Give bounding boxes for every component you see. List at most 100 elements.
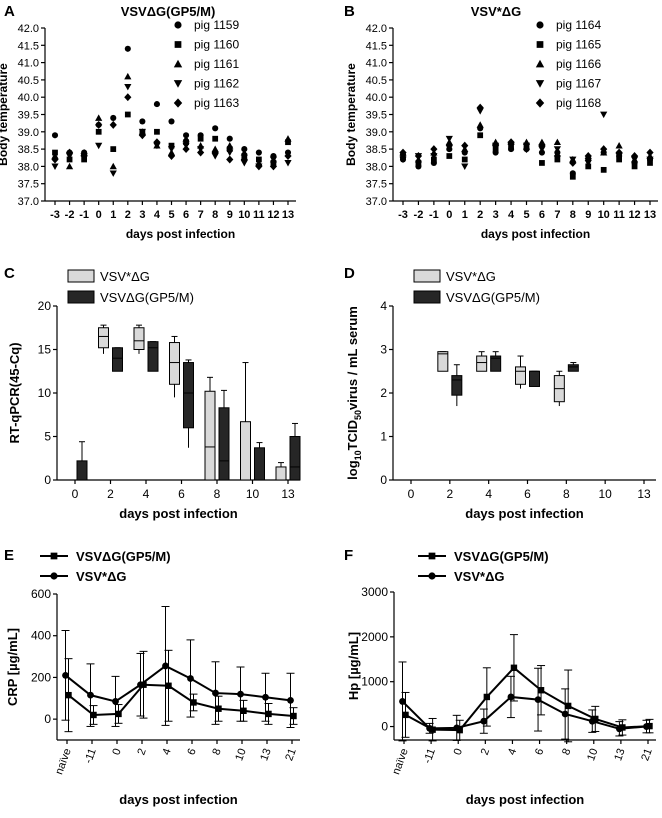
x-tick-label: 4: [160, 747, 173, 757]
x-tick-label: 8: [212, 209, 218, 221]
data-point: [255, 149, 262, 156]
data-point: [461, 163, 469, 170]
data-point: [476, 121, 484, 128]
data-point: [265, 710, 272, 718]
data-point: [90, 711, 97, 719]
x-tick-label: 10: [233, 747, 248, 763]
x-tick-label: 0: [72, 487, 79, 501]
x-tick-label: 2: [135, 747, 148, 757]
data-point: [226, 146, 233, 152]
data-point: [183, 139, 189, 146]
data-point: [269, 162, 278, 171]
y-tick-label: 39.5: [366, 110, 387, 122]
data-point: [290, 712, 297, 720]
y-tick-label: 41.5: [366, 40, 387, 52]
y-tick-label: 5: [44, 430, 51, 444]
y-axis-label: Hp [µg/mL]: [346, 632, 361, 700]
legend-swatch: [67, 269, 95, 283]
box: [567, 364, 579, 372]
legend-marker: [50, 572, 58, 580]
y-tick-label: 41.5: [18, 40, 39, 52]
data-point: [124, 93, 132, 102]
legend-label: pig 1167: [556, 77, 601, 91]
x-tick-label: 8: [570, 209, 576, 221]
x-tick-label: 2: [479, 747, 492, 757]
x-tick-label: 3: [493, 209, 499, 221]
data-point: [415, 160, 422, 166]
panel-letter: C: [4, 265, 15, 282]
data-point: [240, 148, 248, 156]
data-point: [187, 675, 194, 682]
data-point: [240, 707, 247, 714]
data-point: [453, 724, 461, 732]
data-point: [112, 698, 119, 705]
x-tick-label: 2: [125, 209, 131, 221]
data-point: [537, 687, 545, 694]
data-point: [110, 146, 117, 152]
data-point: [480, 717, 488, 725]
y-tick-label: 0: [44, 473, 51, 487]
data-point: [646, 156, 654, 164]
data-point: [95, 142, 103, 150]
legend-label: pig 1160: [194, 38, 239, 52]
y-axis-label: CRP [µg/mL]: [5, 628, 20, 706]
data-point: [287, 696, 294, 704]
x-tick-label: 5: [168, 209, 174, 221]
legend-label: VSV*ΔG: [76, 569, 127, 584]
data-point: [445, 135, 453, 143]
x-tick-label: 7: [198, 209, 204, 221]
x-axis-label: days post infection: [126, 227, 235, 241]
data-point: [414, 152, 423, 160]
y-tick-label: 39.0: [366, 127, 387, 139]
data-point: [284, 160, 292, 167]
data-point: [534, 696, 542, 704]
data-point: [62, 671, 69, 679]
x-tick-label: 0: [110, 747, 123, 757]
data-point: [507, 693, 515, 701]
data-point: [197, 148, 205, 157]
data-point: [539, 160, 545, 166]
data-point: [124, 45, 131, 52]
data-point: [190, 699, 197, 706]
x-tick-label: 2: [477, 209, 483, 221]
legend-marker: [173, 59, 183, 68]
y-tick-label: 38.0: [18, 161, 39, 173]
legend-marker: [536, 41, 544, 48]
box: [451, 375, 463, 396]
legend-marker: [173, 80, 183, 88]
data-point: [65, 691, 72, 699]
data-point: [153, 138, 161, 147]
box: [476, 355, 488, 372]
panel-letter: E: [4, 547, 14, 564]
y-tick-label: 10: [38, 386, 52, 400]
data-point: [615, 148, 623, 157]
data-point: [553, 138, 561, 146]
x-tick-label: 6: [524, 487, 531, 501]
x-tick-label: 9: [585, 209, 591, 221]
box: [529, 370, 540, 387]
data-point: [167, 152, 176, 160]
legend-swatch: [67, 290, 95, 304]
data-point: [240, 155, 248, 164]
legend-label: VSV*ΔG: [446, 269, 496, 284]
box: [275, 466, 287, 481]
data-point: [124, 83, 132, 91]
data-point: [615, 142, 623, 149]
legend-label: VSVΔG(GP5/M): [76, 549, 171, 564]
x-tick-label: -1: [79, 209, 89, 221]
y-tick-label: 20: [38, 299, 52, 313]
data-point: [588, 717, 596, 725]
legend-marker: [535, 98, 545, 108]
data-point: [269, 156, 278, 164]
box: [204, 390, 216, 481]
x-tick-label: 8: [560, 747, 573, 757]
legend-marker: [174, 21, 182, 29]
data-point: [226, 135, 233, 142]
data-point: [124, 111, 131, 118]
data-point: [569, 173, 576, 180]
y-tick-label: 39.5: [18, 110, 39, 122]
x-tick-label: 0: [408, 487, 415, 501]
y-axis-label-part: virus / mL serum: [345, 306, 360, 410]
chart-title: VSVΔG(GP5/M): [121, 4, 216, 19]
data-point: [561, 710, 569, 718]
